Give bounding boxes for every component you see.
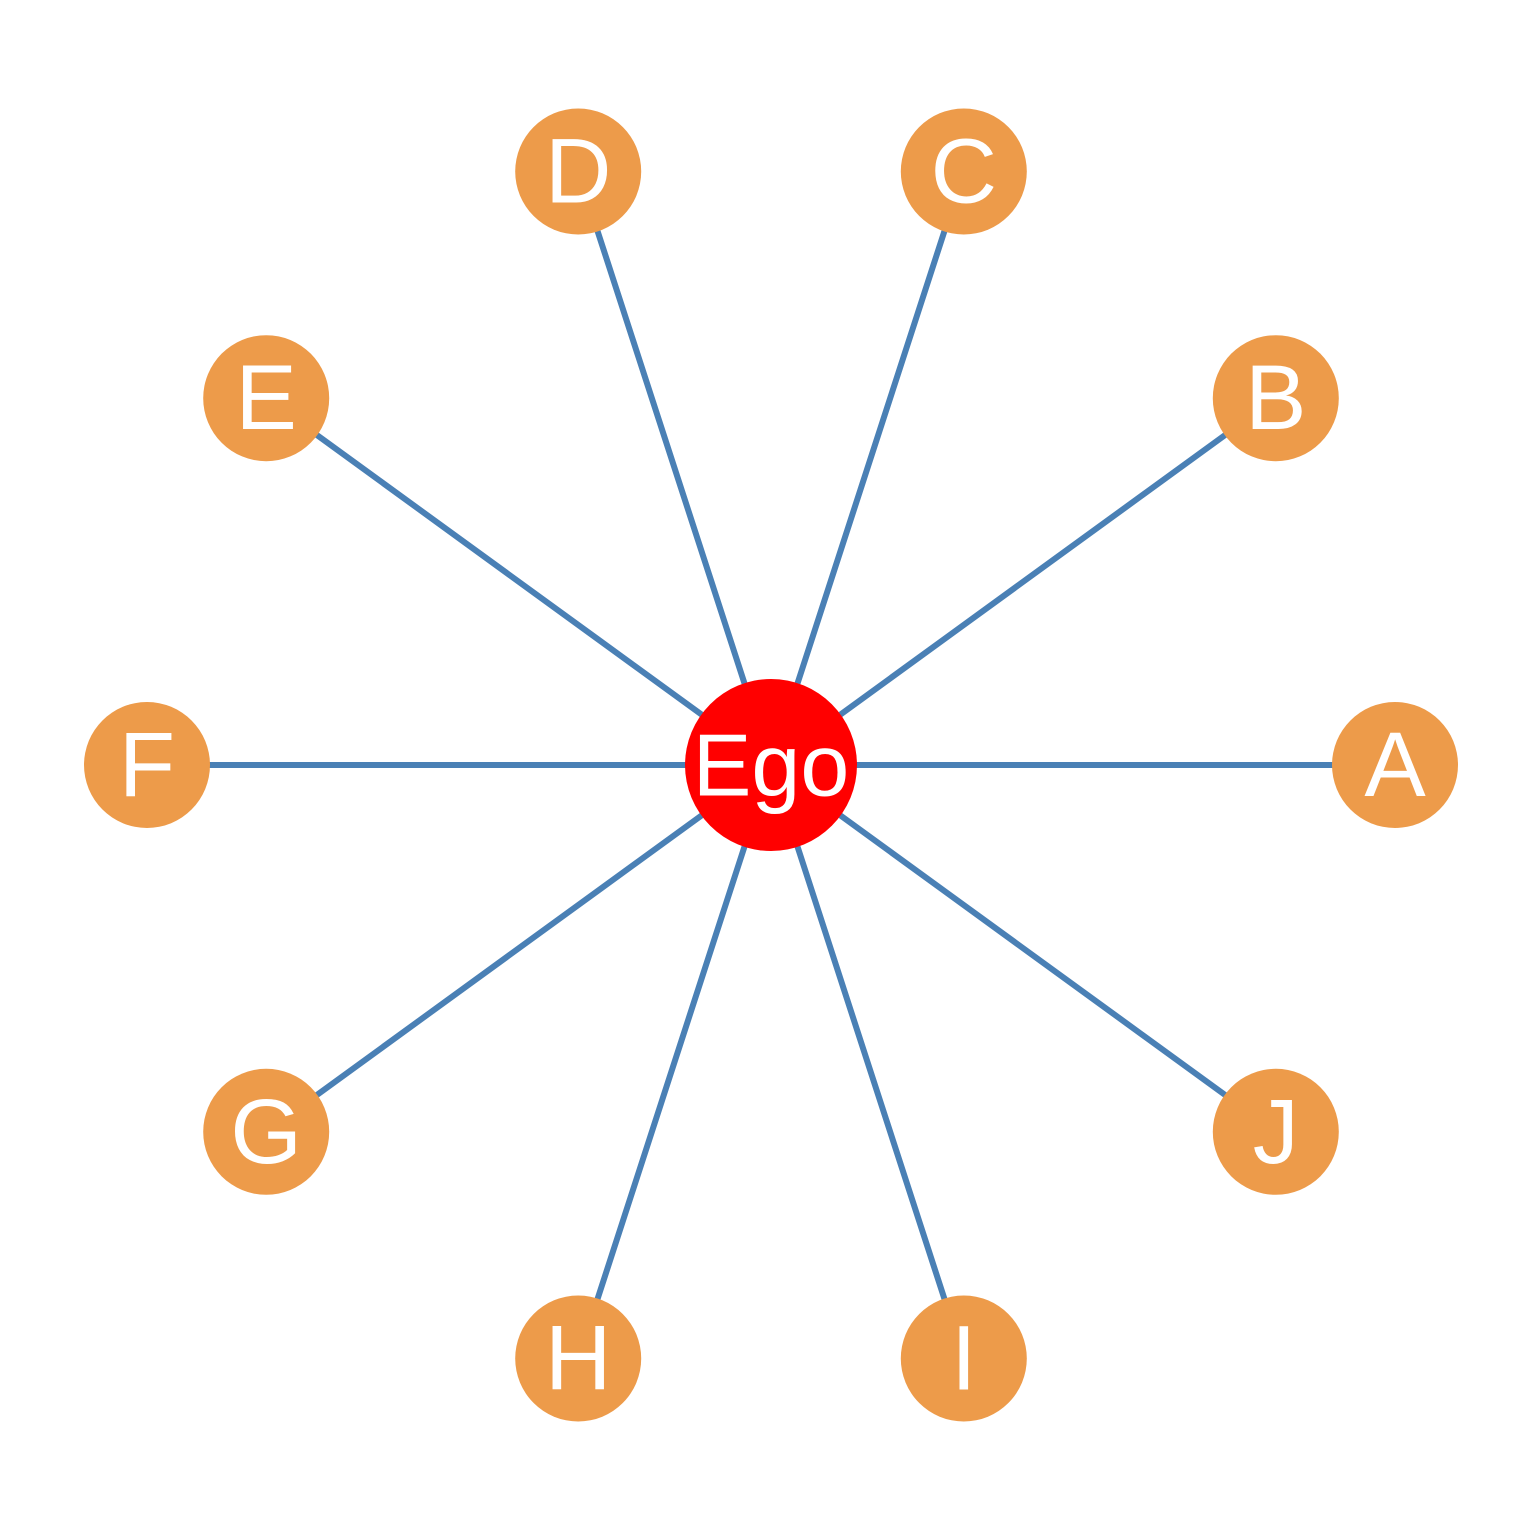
node-g-label: G [230,1081,302,1183]
node-f-label: F [119,714,175,816]
ego-node[interactable]: Ego [685,679,857,851]
node-j[interactable]: J [1212,1068,1339,1195]
node-j-circle [1212,1068,1339,1195]
edge-ego-b [768,395,1279,768]
ego-node-circle [685,679,857,851]
node-d-circle [515,108,642,235]
edge-ego-h [575,762,774,1362]
node-d-label: D [545,121,611,223]
edge-layer [144,168,1398,1362]
node-d[interactable]: D [515,108,642,235]
node-b[interactable]: B [1212,335,1339,462]
node-a-label: A [1364,714,1426,816]
node-a[interactable]: A [1332,702,1458,828]
node-h[interactable]: H [515,1295,642,1422]
edge-ego-e [263,395,774,768]
node-g-circle [203,1068,330,1195]
node-g[interactable]: G [203,1068,330,1195]
ego-node-label: Ego [693,716,850,815]
edge-ego-i [768,762,967,1362]
node-e[interactable]: E [203,335,330,462]
node-c-circle [900,108,1027,235]
node-h-circle [515,1295,642,1422]
node-c[interactable]: C [900,108,1027,235]
node-i-label: I [951,1308,977,1410]
node-e-label: E [236,347,297,449]
node-b-circle [1212,335,1339,462]
node-i-circle [900,1295,1027,1422]
node-e-circle [203,335,330,462]
edge-ego-d [575,168,774,768]
node-j-label: J [1253,1081,1299,1183]
edge-ego-j [768,762,1279,1135]
leaf-node-layer: A B C D E F G H I J [84,108,1458,1422]
node-f[interactable]: F [84,702,210,828]
edge-ego-c [768,168,967,768]
node-f-circle [84,702,210,828]
node-c-label: C [931,121,997,223]
edge-ego-g [263,762,774,1135]
node-h-label: H [545,1308,611,1410]
node-i[interactable]: I [900,1295,1027,1422]
node-b-label: B [1245,347,1306,449]
node-a-circle [1332,702,1458,828]
